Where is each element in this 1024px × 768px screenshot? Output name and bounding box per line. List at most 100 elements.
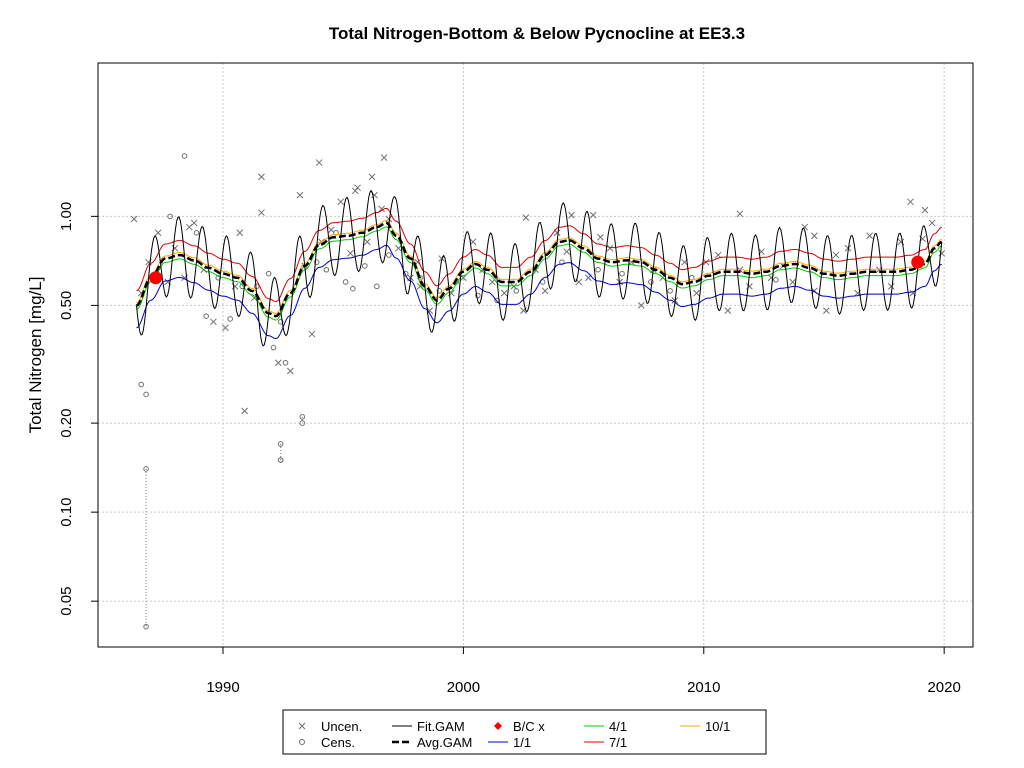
plot-frame [97,62,974,648]
censored-point [323,266,330,273]
legend-q1-label: 1/1 [513,735,531,750]
legend-q4-label: 4/1 [609,719,627,734]
legend-uncen-symbol [298,722,306,730]
legend-uncen-label: Uncen. [321,719,362,734]
uncensored-point [887,282,895,290]
uncensored-point [241,407,248,415]
uncensored-point [315,159,323,166]
uncensored-point [606,244,614,252]
legend-fit-gam-label: Fit.GAM [417,719,465,734]
censored-point-low [143,623,149,630]
censored-point [167,213,173,220]
uncensored-point [789,278,797,286]
uncensored-point [568,211,575,219]
uncensored-point [236,229,244,237]
uncensored-point [541,287,549,295]
censored-point [277,319,284,325]
uncensored-point [938,249,946,257]
y-tick-label: 0.10 [58,498,75,527]
uncensored-point [185,223,193,231]
uncensored-point [823,307,830,315]
censored-point [374,283,380,290]
censored-point-low [299,420,306,426]
legend-uncen-cross [298,722,306,730]
uncensored-point [363,238,371,246]
uncensored-point [368,173,376,181]
uncensored-point [702,258,710,266]
legend: Uncen. Cens. Fit.GAM Avg.GAM B/C x 1/1 4… [282,709,767,755]
censored-point [595,266,601,273]
uncensored-point [222,324,229,332]
censored-point [436,288,443,294]
uncensored-point [154,229,162,237]
censored-point [619,270,625,277]
uncensored-point [380,154,388,161]
uncensored-point [351,187,359,195]
legend-item-uncen: Uncen. [298,719,362,734]
chart-title: Total Nitrogen-Bottom & Below Pycnocline… [329,24,745,43]
censored-point [386,252,392,258]
x-axis: 1990 2000 2010 2020 [206,647,961,696]
censored-point [342,279,349,285]
uncensored-point [597,233,604,241]
censored-point [313,259,320,265]
uncensored-point [522,214,530,222]
uncensored-point [258,209,265,216]
censored-point [143,391,149,398]
censored-point [299,414,306,420]
x-tick-label: 1990 [206,679,239,696]
gam-lines [136,189,943,347]
uncensored-point [563,248,571,255]
censored-point [282,359,289,366]
uncensored-point [210,318,217,326]
censored-point [203,313,209,319]
legend-item-cens: Cens. [299,735,355,750]
censored-point [143,466,149,472]
y-tick-label: 0.50 [58,291,75,320]
censored-point [475,292,481,299]
uncensored-point [866,232,873,240]
x-tick-label: 2010 [687,679,720,696]
uncensored-point [832,251,840,259]
x-tick-label: 2020 [927,679,960,696]
legend-item-fit-gam: Fit.GAM [392,719,465,734]
uncensored-point [589,211,597,219]
censored-point [181,153,188,159]
legend-q7-label: 7/1 [609,735,627,750]
uncensored-point [736,210,744,218]
bc-point [149,271,163,285]
uncensored-point [327,226,335,234]
uncensored-point [286,367,294,375]
x-tick-label: 2000 [447,679,480,696]
legend-cens-label: Cens. [321,735,355,750]
legend-item-q10: 10/1 [680,719,730,734]
censored-point [277,441,284,447]
series-1-1-line [136,244,942,340]
censored-points [138,153,779,630]
legend-item-bc: B/C x [494,719,545,734]
censored-point [270,344,277,351]
legend-item-q4: 4/1 [584,719,627,734]
legend-bc-symbol [494,722,502,730]
uncensored-point [460,274,467,282]
uncensored-point [907,198,914,206]
censored-point [265,270,272,277]
legend-item-q1: 1/1 [488,735,531,750]
bc-point [911,255,925,269]
y-tick-label: 1.00 [58,202,75,231]
bc-markers [149,255,925,285]
uncensored-point [724,307,732,315]
uncensored-point [395,244,402,252]
legend-q10-label: 10/1 [705,719,730,734]
uncensored-point [130,215,138,223]
uncensored-point [921,206,929,214]
censored-point [193,229,200,236]
censored-point [362,263,368,269]
y-tick-label: 0.20 [58,409,75,438]
uncensored-point [274,359,282,367]
censored-point [138,381,145,388]
censored-point [253,283,260,290]
legend-item-q7: 7/1 [584,735,627,750]
uncensored-point [347,249,354,257]
